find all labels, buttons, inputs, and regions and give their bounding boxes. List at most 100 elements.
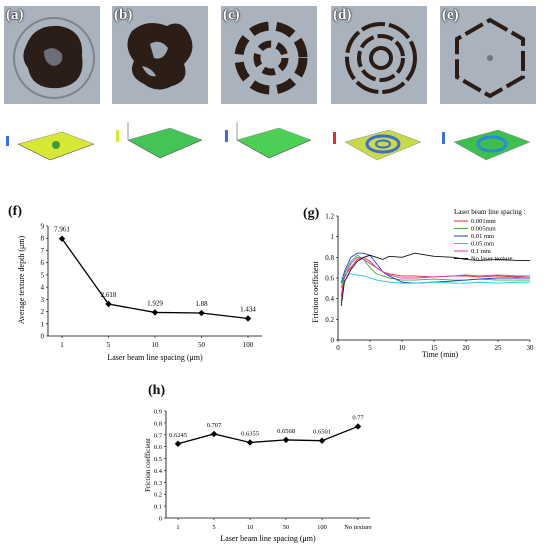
- chart-h-point: [318, 437, 326, 444]
- chart-f-y-tick-label: 2: [41, 308, 45, 316]
- micrograph-a-image: [13, 17, 95, 99]
- chart-h-y-tick-label: 0.9: [154, 409, 162, 416]
- chart-h-series-line: [177, 425, 359, 445]
- micrograph-a: (a): [4, 6, 100, 104]
- chart-f-data-label: 1.929: [147, 299, 163, 307]
- chart-f-point: [151, 309, 159, 316]
- micrograph-a-label: (a): [6, 7, 24, 23]
- profile-b-surface: [116, 122, 203, 159]
- chart-h-point: [246, 439, 254, 446]
- profile-e: [440, 110, 538, 180]
- chart-h-x-tick-label: No texture: [344, 524, 372, 531]
- profile-d: [331, 110, 429, 180]
- chart-h-data-label: 0.6501: [313, 429, 331, 436]
- profile-c: [221, 110, 319, 180]
- chart-f-y-tick-label: 1: [41, 320, 45, 328]
- chart-f-data-label: 1.88: [195, 300, 208, 308]
- chart-g-legend-label: 0.05 mm: [471, 241, 494, 248]
- chart-g-y-tick-label: 0.4: [325, 295, 334, 303]
- chart-g-legend-label: 0.01 mm: [471, 233, 494, 240]
- chart-g-x-tick-label: 30: [527, 344, 535, 352]
- chart-g-series-line: [340, 252, 530, 306]
- chart-h-point: [174, 440, 182, 447]
- micrograph-b-label: (b): [114, 7, 133, 23]
- chart-g-y-tick-label: 0.2: [325, 316, 334, 324]
- chart-g-y-tick-label: 0.6: [325, 275, 334, 283]
- chart-h-y-tick-label: 0.2: [154, 492, 162, 499]
- micrograph-d-label: (d): [333, 7, 352, 23]
- profile-a: [4, 110, 102, 180]
- chart-f-xlabel: Laser beam line spacing (μm): [107, 353, 203, 362]
- chart-g-y-tick-label: 1.2: [325, 213, 334, 221]
- profile-e-surface: [442, 129, 531, 161]
- panel-label-f: (f): [8, 204, 22, 219]
- micrograph-e-image: [455, 17, 525, 99]
- profile-d-surface: [333, 129, 422, 161]
- chart-h-y-tick-label: 0.1: [154, 504, 162, 511]
- chart-h-xlabel: Laser beam line spacing (μm): [220, 534, 316, 543]
- chart-f-ylabel: Average texture depth (μm): [17, 236, 26, 325]
- chart-f-data-label: 7.961: [54, 226, 70, 234]
- chart-g-legend-label: No laser texture: [471, 256, 513, 263]
- micrograph-e: (e): [440, 6, 536, 104]
- chart-f-point: [244, 315, 252, 322]
- chart-g-legend-label: 0.005mm: [471, 226, 496, 233]
- chart-g-x-tick-label: 0: [336, 344, 340, 352]
- chart-h-y-tick-label: 0.8: [154, 420, 162, 427]
- chart-h-x-tick-label: 5: [212, 524, 215, 531]
- chart-f-y-tick-label: 5: [41, 271, 45, 279]
- micrograph-e-label: (e): [442, 7, 459, 23]
- chart-g-legend-label: 0.1 mm: [471, 248, 491, 255]
- chart-g-y-tick-label: 0: [331, 337, 335, 345]
- chart-g-y-tick-label: 1: [331, 233, 335, 241]
- chart-h-x-tick-label: 1: [176, 524, 179, 531]
- chart-f-y-tick-label: 0: [41, 333, 45, 341]
- chart-h-point: [210, 430, 218, 438]
- chart-g-x-tick-label: 20: [463, 344, 471, 352]
- chart-g-series-line: [340, 256, 530, 301]
- chart-g-ylabel: Friction coefficient: [311, 261, 320, 323]
- chart-g-x-tick-label: 15: [431, 344, 439, 352]
- chart-h-point: [282, 436, 290, 444]
- chart-f-point: [198, 309, 205, 317]
- chart-f-point: [105, 300, 112, 308]
- chart-h-data-label: 0.77: [352, 414, 364, 421]
- chart-g-series-line: [340, 252, 530, 284]
- chart-g-x-tick-label: 5: [368, 344, 372, 352]
- chart-h-y-tick-label: 0.3: [154, 480, 162, 487]
- profile-c-surface: [225, 122, 312, 159]
- micrograph-c-image: [234, 21, 308, 95]
- chart-f-x-tick-label: 100: [243, 341, 254, 349]
- chart-h-data-label: 0.6568: [277, 428, 295, 435]
- chart-f-x-tick-label: 5: [107, 341, 111, 349]
- micrograph-d: (d): [331, 6, 427, 104]
- chart-f-data-label: 2.618: [101, 291, 117, 299]
- chart-g-legend-label: 0.001mm: [471, 218, 496, 225]
- chart-g-legend-title: Laser beam line spacing :: [454, 208, 526, 216]
- chart-h-data-label: 0.6245: [169, 432, 187, 439]
- chart-g-series-line: [340, 254, 530, 289]
- chart-f-y-tick-label: 3: [41, 296, 45, 304]
- chart-f-y-tick-label: 8: [41, 235, 45, 243]
- chart-h-y-tick-label: 0.6: [154, 444, 163, 451]
- chart-f-y-tick-label: 4: [41, 284, 45, 292]
- micrograph-c-label: (c): [223, 7, 240, 23]
- chart-f-y-tick-label: 6: [41, 259, 45, 267]
- chart-h-y-tick-label: 0.4: [154, 468, 163, 475]
- panel-label-g: (g): [303, 206, 320, 221]
- chart-f-x-tick-label: 50: [198, 341, 206, 349]
- chart-g-series-line: [340, 256, 531, 297]
- chart-h-y-tick-label: 0: [159, 516, 162, 523]
- chart-h-point: [354, 423, 362, 430]
- chart-f-x-tick-label: 1: [60, 341, 64, 349]
- chart-g-x-tick-label: 10: [399, 344, 407, 352]
- micrograph-b: (b): [112, 6, 208, 104]
- chart-h-data-label: 0.707: [207, 422, 222, 429]
- chart-f-y-tick-label: 9: [41, 223, 45, 231]
- profile-b: [112, 110, 210, 180]
- chart-f-point: [58, 235, 66, 242]
- profile-a-surface: [6, 131, 95, 161]
- chart-h-x-tick-label: 100: [317, 524, 327, 531]
- chart-h-x-tick-label: 10: [247, 524, 254, 531]
- chart-f-series-line: [61, 238, 249, 320]
